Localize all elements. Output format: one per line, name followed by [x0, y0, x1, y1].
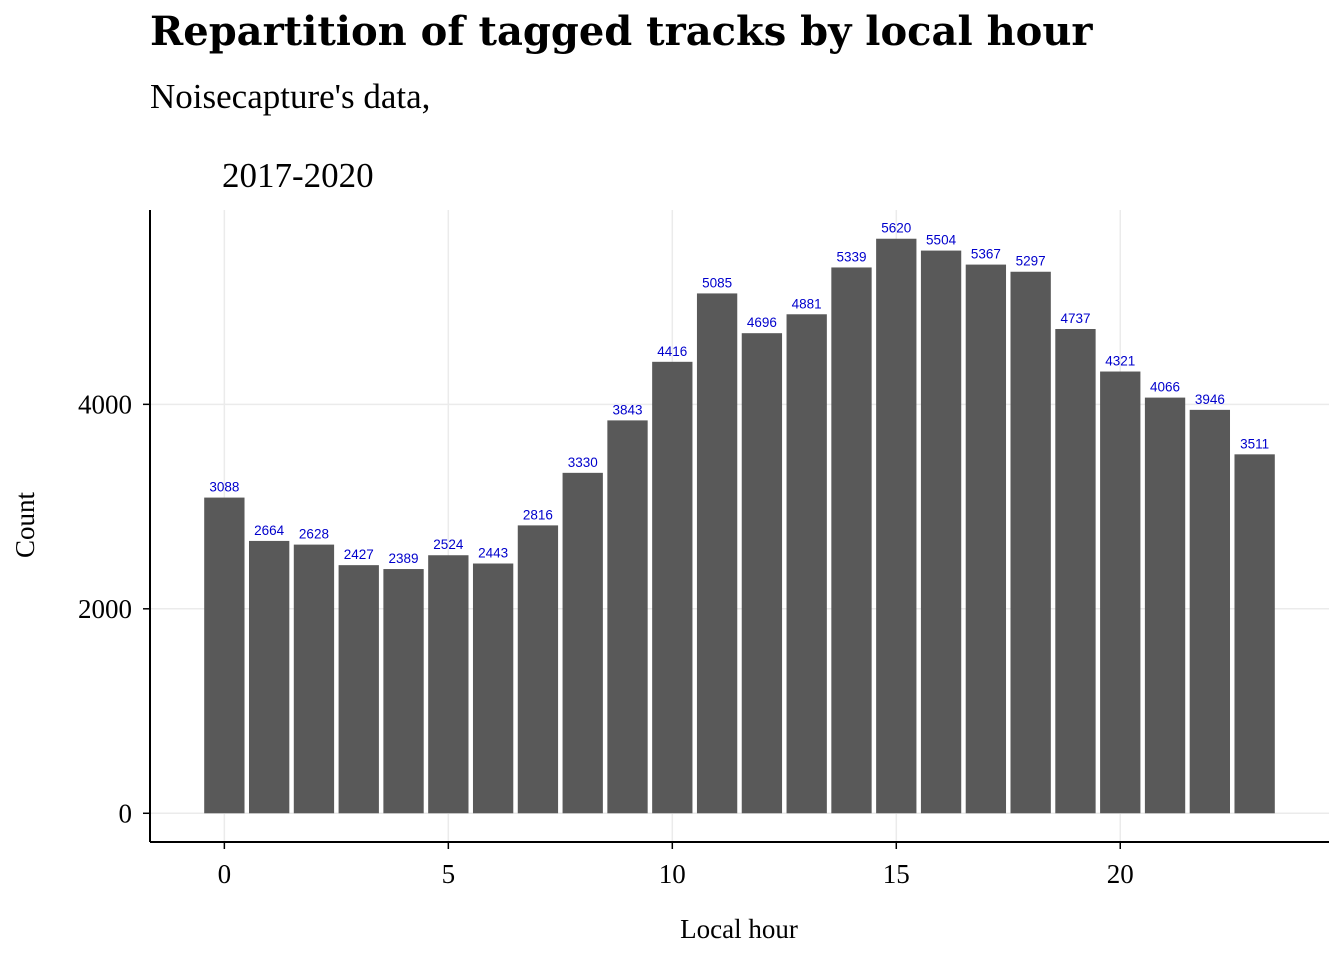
bar [652, 361, 693, 814]
bar-value-label: 3330 [568, 455, 598, 470]
bar [248, 540, 290, 814]
bar [831, 267, 872, 814]
axes [143, 210, 1329, 849]
x-tick-label: 0 [218, 859, 232, 889]
bar-value-label: 2816 [523, 507, 553, 522]
x-tick-label: 15 [883, 859, 910, 889]
bar-value-label: 5367 [971, 247, 1001, 262]
bar-value-label: 4696 [747, 315, 777, 330]
chart-subtitle-line-2: 2017-2020 [222, 156, 374, 195]
bar-value-label: 4416 [657, 344, 687, 359]
bar [1189, 409, 1231, 814]
x-tick-label: 5 [442, 859, 456, 889]
bar [607, 420, 648, 814]
tick-labels: 0 5 10 15 20 0 2000 4000 [78, 389, 1134, 889]
bar-value-label: 2664 [254, 523, 285, 538]
bar-value-label: 5297 [1016, 254, 1046, 269]
bar [472, 563, 514, 814]
x-axis-title: Local hour [680, 914, 798, 944]
bar [1144, 397, 1186, 814]
bar [920, 250, 962, 814]
chart-title: Repartition of tagged tracks by local ho… [150, 8, 1093, 55]
bar [204, 497, 245, 814]
bar [786, 314, 827, 814]
bar [428, 555, 469, 814]
bar-value-label: 3946 [1195, 392, 1225, 407]
bar [965, 264, 1007, 814]
bar-value-label: 4066 [1150, 380, 1180, 395]
bar [1234, 454, 1275, 814]
bar [1100, 371, 1141, 814]
y-tick-label: 0 [119, 798, 133, 828]
bar-value-label: 5085 [702, 275, 732, 290]
bar [741, 333, 783, 814]
bar-value-label: 2427 [344, 547, 374, 562]
bar-value-label: 2524 [433, 537, 464, 552]
bar-value-label: 2443 [478, 546, 508, 561]
bar-value-label: 3088 [209, 480, 239, 495]
bar-value-label: 5504 [926, 233, 957, 248]
bar [517, 525, 559, 814]
bar [562, 472, 603, 814]
bar-value-label: 3843 [612, 402, 642, 417]
y-tick-label: 4000 [78, 389, 132, 419]
bar-value-label: 4321 [1105, 354, 1135, 369]
bar-value-label: 2389 [389, 551, 419, 566]
bar-value-labels: 3088 2664 2628 2427 2389 2524 2443 2816 3330 3843… [209, 221, 1269, 566]
bar [293, 544, 335, 814]
bar [696, 293, 738, 814]
chart-subtitle-line-1: Noisecapture's data, [150, 77, 430, 116]
x-tick-label: 20 [1107, 859, 1134, 889]
x-tick-label: 10 [659, 859, 686, 889]
bar-value-label: 2628 [299, 527, 329, 542]
y-tick-label: 2000 [78, 594, 132, 624]
bar [876, 238, 917, 814]
bar-value-label: 4737 [1060, 311, 1090, 326]
bar-value-label: 5339 [836, 249, 866, 264]
y-axis-title: Count [10, 491, 40, 558]
bar-value-label: 4881 [792, 296, 822, 311]
bar [1055, 328, 1096, 814]
bar-value-label: 3511 [1240, 436, 1269, 451]
bar [1010, 271, 1051, 814]
bar [338, 565, 379, 814]
bar [383, 569, 424, 814]
bar-value-label: 5620 [881, 221, 911, 236]
bars [204, 238, 1275, 814]
